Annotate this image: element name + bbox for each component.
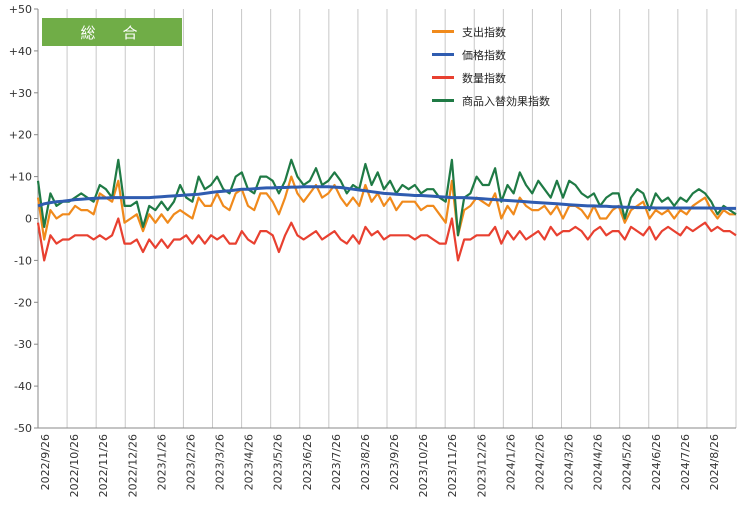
x-tick-label: 2022/9/26 [39, 434, 52, 490]
legend-label-spending: 支出指数 [462, 25, 506, 39]
x-tick-label: 2023/9/26 [388, 434, 401, 490]
x-tick-label: 2023/5/26 [272, 434, 285, 490]
legend-item-spending: 支出指数 [432, 20, 550, 43]
legend-swatch-quantity [432, 76, 454, 79]
series-lines [36, 158, 737, 262]
x-tick-label: 2024/3/26 [563, 434, 576, 490]
legend-swatch-spending [432, 30, 454, 33]
y-tick-label: -30 [14, 338, 32, 351]
y-tick-label: +40 [9, 45, 32, 58]
x-tick-label: 2023/11/26 [446, 434, 459, 497]
y-tick-label: -50 [14, 422, 32, 435]
x-tick-labels: 2022/9/26 2022/10/26 2022/11/26 2022/12/26 2… [39, 434, 721, 497]
x-tick-label: 2022/10/26 [68, 434, 81, 497]
x-tick-label: 2023/4/26 [243, 434, 256, 490]
series-line-replacement [36, 158, 737, 237]
y-tick-label: +50 [9, 3, 32, 16]
legend-swatch-replacement [432, 99, 454, 102]
x-tick-label: 2023/3/26 [214, 434, 227, 490]
x-tick-label: 2023/6/26 [301, 434, 314, 490]
y-tick-label: -40 [14, 380, 32, 393]
legend: 支出指数 価格指数 数量指数 商品入替効果指数 [432, 20, 550, 112]
y-tick-label: -20 [14, 296, 32, 309]
series-line-spending [36, 175, 736, 241]
x-tick-label: 2024/2/26 [533, 434, 546, 490]
y-tick-label: +30 [9, 87, 32, 100]
series-line-price [37, 185, 736, 210]
legend-swatch-price [432, 53, 454, 56]
legend-item-quantity: 数量指数 [432, 66, 550, 89]
x-tick-label: 2024/1/26 [504, 434, 517, 490]
x-tick-label: 2023/1/26 [155, 434, 168, 490]
x-tick-label: 2024/5/26 [621, 434, 634, 490]
y-tick-labels: +50 +40 +30 +20 +10 0 -10 -20 -30 -40 -50 [9, 3, 32, 435]
x-tick-label: 2024/7/26 [679, 434, 692, 490]
title-badge: 総 合 [42, 18, 182, 46]
legend-item-replacement: 商品入替効果指数 [432, 89, 550, 112]
y-tick-label: +10 [9, 171, 32, 184]
x-tick-label: 2024/4/26 [592, 434, 605, 490]
y-tick-label: +20 [9, 129, 32, 142]
x-tick-label: 2023/10/26 [417, 434, 430, 497]
legend-label-price: 価格指数 [462, 48, 506, 62]
x-tick-label: 2023/7/26 [330, 434, 343, 490]
x-tick-label: 2024/8/26 [708, 434, 721, 490]
legend-label-quantity: 数量指数 [462, 71, 506, 85]
series-line-quantity [36, 217, 737, 262]
x-tick-label: 2023/12/26 [475, 434, 488, 497]
x-tick-label: 2024/6/26 [650, 434, 663, 490]
y-tick-label: 0 [25, 213, 32, 226]
x-tick-label: 2023/8/26 [359, 434, 372, 490]
axes [34, 8, 736, 429]
vertical-gridlines [66, 9, 737, 428]
x-tick-label: 2022/11/26 [97, 434, 110, 497]
y-tick-label: -10 [14, 254, 32, 267]
x-tick-label: 2023/2/26 [184, 434, 197, 490]
legend-label-replacement: 商品入替効果指数 [462, 94, 550, 108]
x-tick-label: 2022/12/26 [126, 434, 139, 497]
legend-item-price: 価格指数 [432, 43, 550, 66]
